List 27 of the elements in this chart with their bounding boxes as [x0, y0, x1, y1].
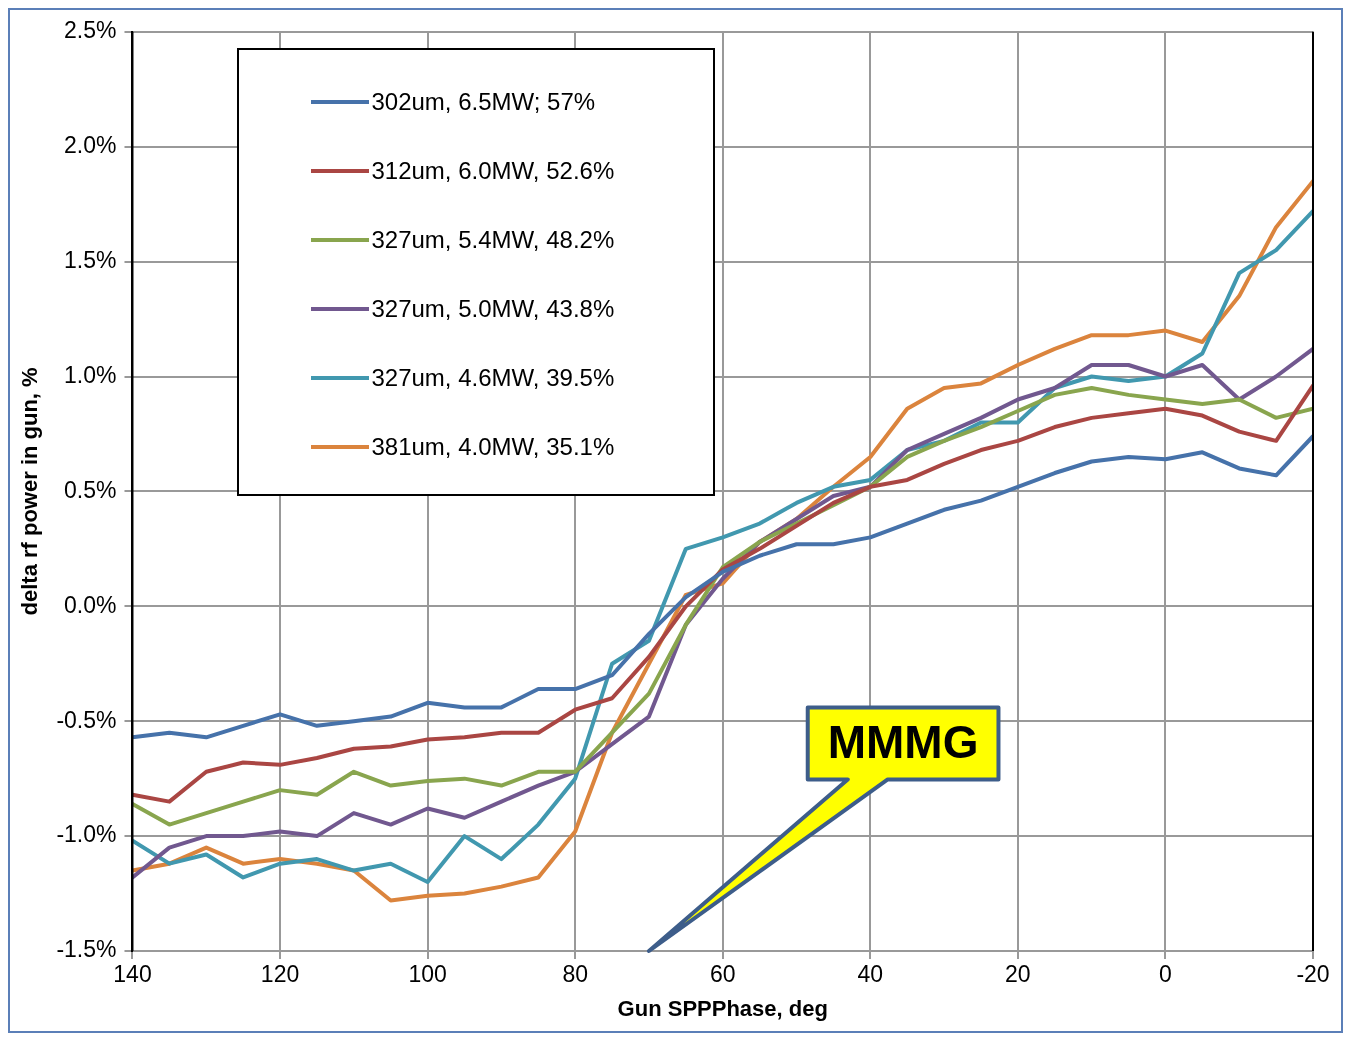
x-tick-label: 0 [1159, 961, 1172, 988]
y-tick-label: -1.0% [56, 821, 117, 848]
y-tick-label: 1.5% [64, 246, 117, 273]
x-axis-title: Gun SPPPhase, deg [617, 995, 828, 1021]
y-tick-label: 1.0% [64, 361, 117, 388]
x-tick-label: 100 [408, 961, 447, 988]
x-tick-label: 60 [709, 961, 736, 988]
y-tick-label: 2.5% [64, 17, 117, 44]
y-tick-label: -1.5% [56, 936, 117, 963]
annotation: MMMG [827, 716, 979, 769]
legend-label: 302um, 6.5MW; 57% [371, 88, 596, 117]
legend-label: 327um, 5.4MW, 48.2% [371, 226, 615, 255]
y-axis-title: delta rf power in gun, % [17, 367, 43, 616]
x-tick-label: 140 [113, 961, 152, 988]
x-tick-label: 80 [562, 961, 588, 988]
legend-label: 327um, 5.0MW, 43.8% [371, 295, 615, 324]
y-tick-label: 0.5% [64, 476, 117, 503]
legend-label: 312um, 6.0MW, 52.6% [371, 157, 615, 186]
legend-label: 381um, 4.0MW, 35.1% [371, 433, 615, 462]
x-tick-label: 120 [260, 961, 300, 988]
legend-label: 327um, 4.6MW, 39.5% [371, 364, 615, 393]
y-tick-label: -0.5% [56, 706, 117, 733]
x-tick-label: 20 [1005, 961, 1031, 988]
y-tick-label: 2.0% [64, 132, 117, 159]
x-tick-label: -20 [1296, 961, 1330, 988]
y-tick-label: 0.0% [64, 591, 117, 618]
x-tick-label: 40 [857, 961, 884, 988]
